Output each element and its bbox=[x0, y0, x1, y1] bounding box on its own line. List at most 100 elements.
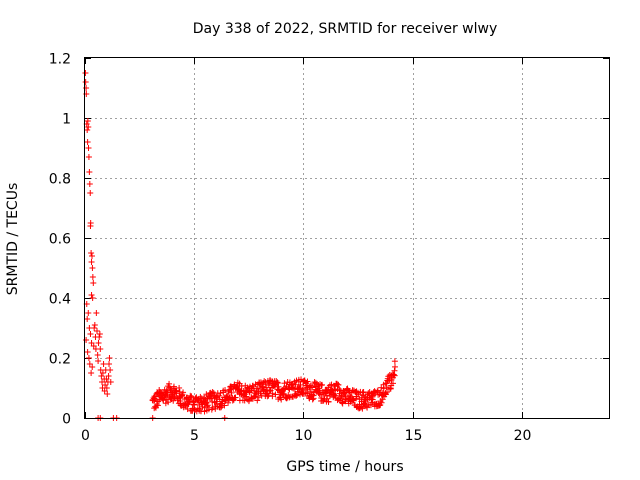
data-point bbox=[100, 361, 107, 367]
data-point bbox=[209, 404, 216, 411]
x-tick-label: 10 bbox=[295, 428, 313, 444]
data-point bbox=[364, 404, 371, 411]
data-point bbox=[269, 393, 276, 400]
plot-frame bbox=[84, 57, 610, 419]
data-point bbox=[191, 401, 198, 408]
data-point bbox=[318, 382, 325, 389]
data-point bbox=[265, 392, 272, 399]
data-point bbox=[297, 381, 304, 388]
data-point bbox=[278, 396, 285, 403]
x-tick-label: 5 bbox=[190, 428, 199, 444]
data-point bbox=[252, 393, 259, 400]
data-point bbox=[293, 392, 300, 399]
data-point bbox=[95, 340, 102, 346]
data-point bbox=[337, 387, 344, 394]
y-tick-label: 1 bbox=[62, 112, 71, 128]
data-point bbox=[107, 367, 114, 373]
data-point bbox=[204, 402, 211, 409]
data-point bbox=[170, 383, 177, 390]
y-tick-label: 0.8 bbox=[49, 172, 71, 188]
chart-title: Day 338 of 2022, SRMTID for receiver wlw… bbox=[193, 21, 498, 37]
y-tick-label: 0.6 bbox=[49, 232, 71, 248]
x-axis-label: GPS time / hours bbox=[286, 459, 403, 475]
data-point bbox=[195, 397, 202, 404]
data-point bbox=[94, 352, 101, 358]
data-point bbox=[89, 295, 96, 301]
data-point bbox=[89, 364, 96, 370]
data-point bbox=[360, 400, 367, 407]
y-axis-label: SRMTID / TECUs bbox=[5, 183, 21, 296]
data-point bbox=[281, 380, 288, 387]
y-tick-label: 0.2 bbox=[49, 352, 71, 368]
data-point bbox=[86, 169, 93, 175]
data-point bbox=[294, 392, 301, 399]
data-point bbox=[309, 384, 316, 391]
data-point bbox=[105, 373, 112, 379]
data-point bbox=[89, 274, 96, 280]
data-point bbox=[333, 380, 340, 387]
data-point bbox=[209, 389, 216, 396]
data-point bbox=[97, 346, 104, 352]
x-tick-label: 15 bbox=[405, 428, 423, 444]
data-point bbox=[96, 334, 103, 340]
data-point bbox=[83, 85, 90, 91]
data-point bbox=[104, 391, 111, 397]
data-point bbox=[85, 310, 92, 316]
data-point bbox=[171, 394, 178, 401]
data-point bbox=[392, 363, 399, 370]
y-tick-label: 1.2 bbox=[49, 52, 71, 68]
data-point bbox=[84, 316, 91, 322]
data-point bbox=[335, 381, 342, 388]
data-point bbox=[243, 393, 250, 400]
data-point bbox=[391, 372, 398, 379]
data-point bbox=[304, 378, 311, 385]
data-point bbox=[306, 383, 313, 390]
data-point bbox=[389, 380, 396, 387]
data-point bbox=[243, 388, 250, 395]
data-point bbox=[95, 358, 102, 364]
data-point bbox=[387, 385, 394, 392]
data-point bbox=[88, 253, 95, 259]
data-point bbox=[84, 118, 91, 124]
data-points bbox=[82, 70, 399, 421]
data-point bbox=[90, 280, 97, 286]
data-point bbox=[272, 391, 279, 398]
data-point bbox=[187, 394, 194, 401]
data-point bbox=[325, 398, 332, 405]
data-point bbox=[218, 404, 225, 411]
data-point bbox=[88, 259, 95, 265]
data-point bbox=[86, 181, 93, 187]
data-point bbox=[184, 406, 191, 413]
data-point bbox=[216, 392, 223, 399]
y-tick-label: 0.4 bbox=[49, 292, 71, 308]
data-point bbox=[339, 399, 346, 406]
data-point bbox=[82, 79, 89, 85]
data-point bbox=[254, 397, 261, 404]
data-point bbox=[93, 310, 100, 316]
data-point bbox=[99, 370, 106, 376]
data-point bbox=[221, 402, 228, 409]
data-point bbox=[82, 70, 89, 76]
data-point bbox=[309, 396, 316, 403]
data-point bbox=[106, 355, 113, 361]
data-point bbox=[156, 391, 163, 398]
data-point bbox=[85, 154, 92, 160]
data-point bbox=[391, 358, 398, 365]
data-point bbox=[300, 385, 307, 392]
data-point bbox=[359, 389, 366, 396]
data-point bbox=[367, 402, 374, 409]
data-point bbox=[89, 265, 96, 271]
data-point bbox=[152, 393, 159, 400]
data-point bbox=[87, 220, 94, 226]
data-point bbox=[107, 379, 114, 385]
data-point bbox=[96, 331, 103, 337]
data-point bbox=[197, 393, 204, 400]
data-point bbox=[85, 355, 92, 361]
data-point bbox=[232, 394, 239, 401]
data-point bbox=[85, 124, 92, 130]
data-point bbox=[87, 331, 94, 337]
data-point bbox=[225, 399, 232, 406]
y-tick-label: 0 bbox=[62, 412, 71, 428]
data-point bbox=[274, 380, 281, 387]
